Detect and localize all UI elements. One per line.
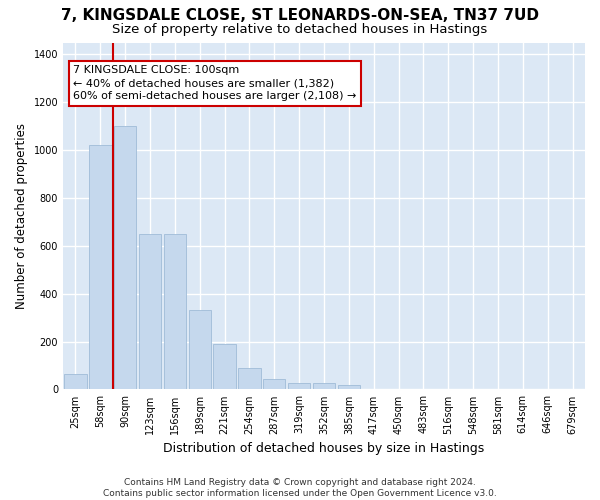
Bar [89,146,112,390]
Bar [64,374,86,390]
Y-axis label: Number of detached properties: Number of detached properties [15,123,28,309]
Bar [114,126,136,390]
Text: Size of property relative to detached houses in Hastings: Size of property relative to detached ho… [112,22,488,36]
Bar [238,368,260,390]
Text: 7 KINGSDALE CLOSE: 100sqm
← 40% of detached houses are smaller (1,382)
60% of se: 7 KINGSDALE CLOSE: 100sqm ← 40% of detac… [73,65,357,102]
Bar [338,385,360,390]
Bar [288,382,310,390]
Text: 7, KINGSDALE CLOSE, ST LEONARDS-ON-SEA, TN37 7UD: 7, KINGSDALE CLOSE, ST LEONARDS-ON-SEA, … [61,8,539,22]
Bar [313,384,335,390]
Bar [164,234,186,390]
Text: Contains HM Land Registry data © Crown copyright and database right 2024.
Contai: Contains HM Land Registry data © Crown c… [103,478,497,498]
Bar [263,378,286,390]
Bar [214,344,236,390]
Bar [188,310,211,390]
X-axis label: Distribution of detached houses by size in Hastings: Distribution of detached houses by size … [163,442,485,455]
Bar [139,234,161,390]
